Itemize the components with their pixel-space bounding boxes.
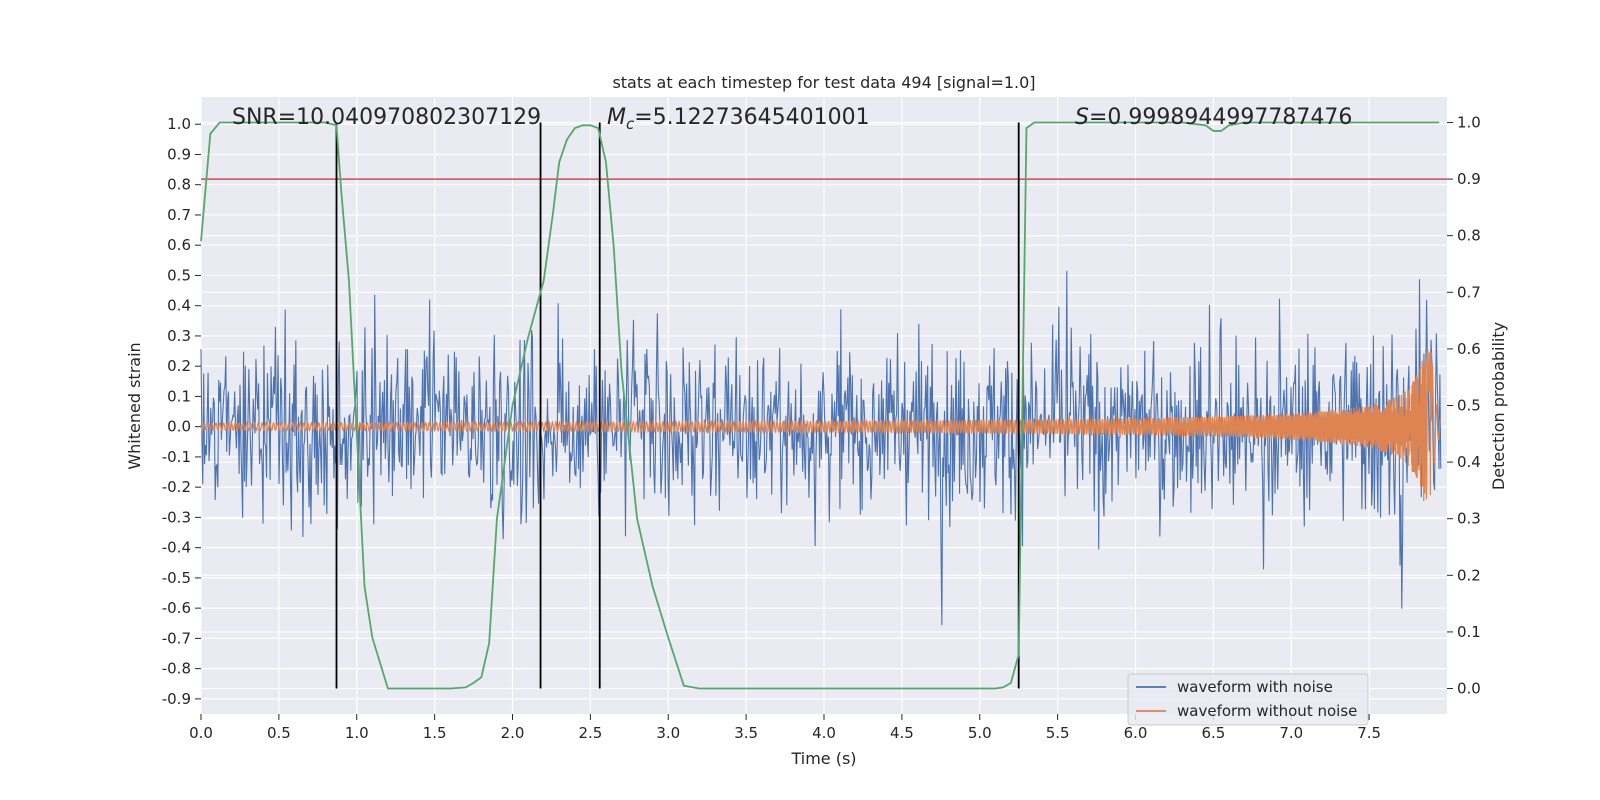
chirp-mass-annotation: Mc=5.12273645401001 bbox=[607, 105, 870, 133]
y-tick-label: -0.5 bbox=[162, 569, 191, 587]
y-axis-label: Whitened strain bbox=[125, 342, 144, 469]
x-axis-label: Time (s) bbox=[790, 749, 856, 768]
y-tick-label: 0.6 bbox=[167, 236, 191, 254]
y-tick-label: 0.9 bbox=[167, 145, 191, 163]
x-tick-label: 0.0 bbox=[189, 724, 213, 742]
y-tick-label: 0.3 bbox=[167, 327, 191, 345]
legend-label-clean: waveform without noise bbox=[1177, 702, 1357, 720]
y-tick-label: 0.1 bbox=[167, 387, 191, 405]
waveform-without-noise-series bbox=[200, 348, 1442, 502]
y-tick-label: 0.4 bbox=[167, 297, 191, 315]
y2-tick-label: 0.5 bbox=[1457, 397, 1481, 415]
y2-tick-label: 0.8 bbox=[1457, 227, 1481, 245]
y2-tick-label: 0.9 bbox=[1457, 170, 1481, 188]
y-tick-label: -0.4 bbox=[162, 539, 191, 557]
clean-waveform-path bbox=[200, 348, 1442, 502]
x-tick-label: 4.0 bbox=[812, 724, 836, 742]
y-tick-label: -0.7 bbox=[162, 629, 191, 647]
y-tick-label: 0.7 bbox=[167, 206, 191, 224]
y-tick-label: 0.8 bbox=[167, 176, 191, 194]
x-tick-label: 3.0 bbox=[656, 724, 680, 742]
y2-tick-label: 0.3 bbox=[1457, 510, 1481, 528]
y2-axis-label: Detection probability bbox=[1489, 322, 1508, 490]
y2-tick-label: 0.7 bbox=[1457, 283, 1481, 301]
right-axis-ticks: 1.0 0.9 0.8 0.7 0.6 0.5 0.4 0.3 0.2 0.1 0.0 bbox=[1447, 113, 1481, 698]
y-tick-label: -0.9 bbox=[162, 690, 191, 708]
chart-title: stats at each timestep for test data 494… bbox=[612, 73, 1035, 92]
y2-tick-label: 1.0 bbox=[1457, 113, 1481, 131]
score-annotation: S=0.9998944997787476 bbox=[1075, 105, 1352, 130]
x-tick-label: 1.0 bbox=[345, 724, 369, 742]
detection-probability-line bbox=[200, 121, 1440, 690]
y-tick-label: -0.3 bbox=[162, 508, 191, 526]
y2-tick-label: 0.6 bbox=[1457, 340, 1481, 358]
legend-label-noise: waveform with noise bbox=[1177, 678, 1333, 696]
y2-tick-label: 0.1 bbox=[1457, 623, 1481, 641]
y-tick-label: -0.1 bbox=[162, 448, 191, 466]
x-tick-label: 2.5 bbox=[578, 724, 602, 742]
y-tick-label: -0.8 bbox=[162, 660, 191, 678]
x-tick-label: 5.5 bbox=[1046, 724, 1070, 742]
grid-vertical bbox=[200, 97, 1370, 714]
y2-tick-label: 0.0 bbox=[1457, 680, 1481, 698]
y-tick-label: 1.0 bbox=[167, 115, 191, 133]
y-tick-label: -0.2 bbox=[162, 478, 191, 496]
x-tick-label: 4.5 bbox=[890, 724, 914, 742]
x-tick-label: 6.0 bbox=[1124, 724, 1148, 742]
x-tick-label: 1.5 bbox=[423, 724, 447, 742]
y2-tick-label: 0.2 bbox=[1457, 566, 1481, 584]
x-tick-label: 3.5 bbox=[734, 724, 758, 742]
legend-box bbox=[1127, 673, 1369, 726]
legend: waveform with noise waveform without noi… bbox=[1127, 673, 1369, 726]
y-tick-label: 0.2 bbox=[167, 357, 191, 375]
left-axis-ticks: 1.0 0.9 0.8 0.7 0.6 0.5 0.4 0.3 0.2 0.1 0.0 -0.1 -0.… bbox=[162, 115, 201, 708]
y-tick-label: 0.0 bbox=[167, 418, 191, 436]
x-tick-label: 7.0 bbox=[1279, 724, 1303, 742]
y2-tick-label: 0.4 bbox=[1457, 453, 1481, 471]
snr-annotation: SNR=10.040970802307129 bbox=[232, 105, 541, 130]
y-tick-label: -0.6 bbox=[162, 599, 191, 617]
x-tick-label: 7.5 bbox=[1357, 724, 1381, 742]
x-axis-ticks: 0.0 0.5 1.0 1.5 2.0 2.5 3.0 3.5 4.0 4.5 5.0 5.5 6.0 6… bbox=[189, 714, 1381, 742]
x-tick-label: 5.0 bbox=[968, 724, 992, 742]
x-tick-label: 6.5 bbox=[1201, 724, 1225, 742]
x-tick-label: 0.5 bbox=[267, 724, 291, 742]
y-tick-label: 0.5 bbox=[167, 266, 191, 284]
x-tick-label: 2.0 bbox=[501, 724, 525, 742]
